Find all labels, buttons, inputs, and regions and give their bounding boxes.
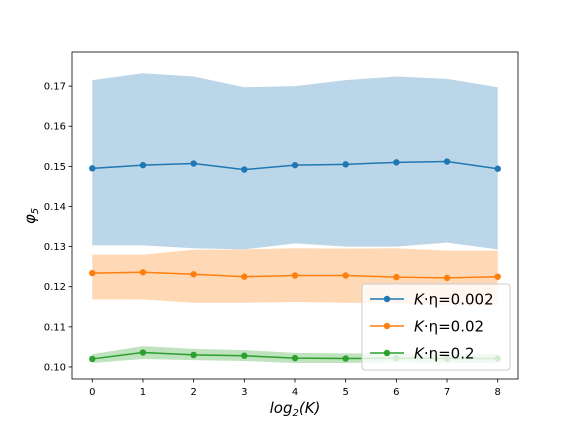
series-0-point (89, 165, 96, 172)
legend: K·η=0.002 K·η=0.02 K·η=0.2 (361, 283, 511, 371)
series-2-point (342, 355, 349, 362)
series-2-point (241, 352, 248, 359)
series-1-point (190, 271, 197, 278)
y-axis-label: φ5 (21, 208, 41, 224)
series-0-point (443, 158, 451, 165)
legend-label: K·η=0.02 (414, 318, 484, 336)
legend-swatch-marker (383, 322, 391, 330)
series-0-point (291, 161, 299, 169)
y-tick-label: 0.14 (44, 202, 66, 213)
x-tick-label: 5 (342, 387, 348, 398)
series-2-point (291, 354, 299, 362)
series-2-point (190, 351, 197, 359)
series-1-point (139, 269, 147, 276)
series-2-point (89, 355, 96, 363)
legend-label: K·η=0.2 (414, 345, 475, 363)
series-1-point (89, 269, 96, 277)
legend-swatch-marker (383, 349, 391, 357)
x-tick-label: 4 (292, 387, 298, 398)
y-tick-label: 0.10 (44, 362, 66, 373)
series-0-confidence-band (92, 73, 498, 250)
x-tick-label: 6 (393, 387, 399, 398)
y-tick-label: 0.15 (44, 162, 66, 173)
series-0-point (241, 166, 248, 173)
legend-label: K·η=0.002 (414, 291, 494, 309)
series-0-point (139, 161, 147, 169)
x-axis-label: log2(K) (270, 399, 321, 419)
x-tick-label: 1 (140, 387, 146, 398)
x-tick-label: 0 (89, 387, 95, 398)
series-0-point (393, 159, 400, 166)
legend-swatch-marker (383, 295, 391, 303)
x-tick-label: 3 (241, 387, 247, 398)
y-tick-label: 0.11 (44, 322, 66, 333)
x-tick-label: 7 (444, 387, 450, 398)
y-tick-label: 0.16 (44, 122, 66, 133)
y-tick-label: 0.13 (44, 242, 66, 253)
y-tick-label: 0.12 (44, 282, 66, 293)
series-2-point (139, 349, 147, 356)
series-1-point (393, 273, 400, 281)
series-0-point (494, 165, 501, 172)
y-tick-label: 0.17 (44, 82, 66, 93)
x-tick-label: 2 (190, 387, 196, 398)
series-0-point (342, 161, 349, 168)
x-tick-label: 8 (495, 387, 501, 398)
series-1-point (342, 272, 349, 279)
series-0-point (190, 160, 197, 167)
series-1-point (291, 272, 299, 279)
series-1-point (443, 274, 451, 282)
legend-box (361, 283, 511, 371)
series-1-point (494, 273, 501, 280)
series-1-point (241, 273, 248, 280)
